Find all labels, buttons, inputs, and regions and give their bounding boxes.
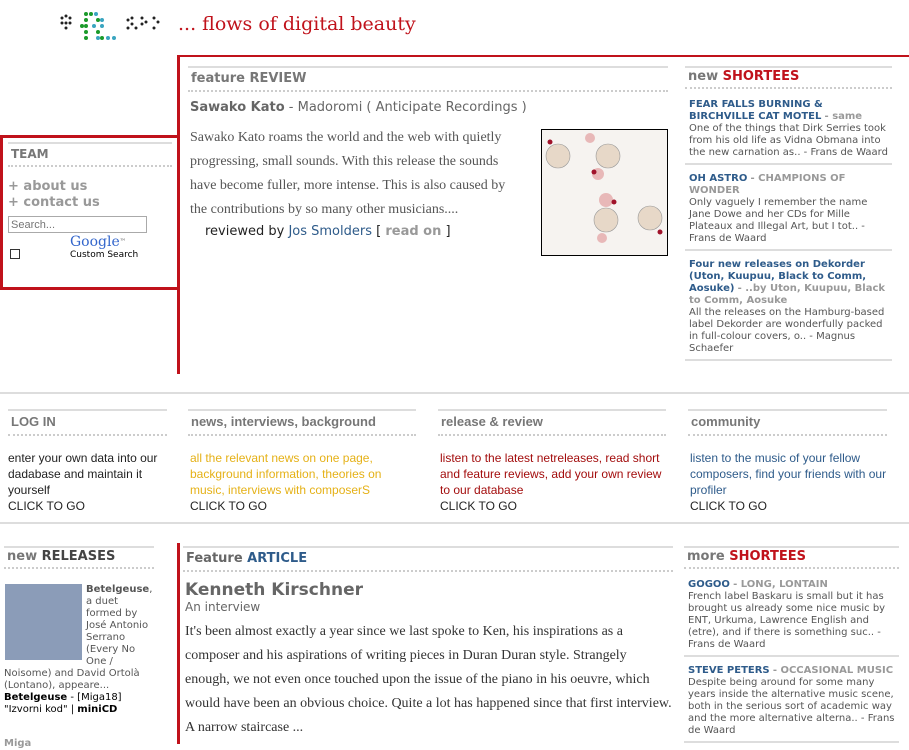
red-frame-top [178, 55, 909, 57]
box-community[interactable]: community listen to the music of your fe… [688, 409, 887, 514]
new-shortees-header: new SHORTEES [685, 66, 892, 89]
team-title: TEAM [8, 142, 172, 167]
search-input[interactable] [8, 216, 147, 233]
options-checkbox[interactable] [10, 249, 20, 259]
divider [0, 522, 909, 524]
feature-review: feature REVIEW Sawako Kato - Madoromi ( … [188, 66, 668, 256]
shortee-item[interactable]: STEVE PETERS - OCCASIONAL MUSIC Despite b… [684, 657, 899, 743]
release-label[interactable]: Miga [4, 738, 32, 749]
review-title[interactable]: Sawako Kato - Madoromi ( Anticipate Reco… [190, 100, 527, 115]
box-title: community [688, 409, 887, 436]
contact-us-link[interactable]: + contact us [8, 195, 100, 210]
team-box: TEAM + about us + contact us Google™ Cus… [0, 135, 180, 290]
box-title: LOG IN [8, 409, 167, 436]
tagline: ... flows of digital beauty [178, 13, 416, 35]
reviewer-link[interactable]: Jos Smolders [288, 224, 372, 239]
reviewed-by: reviewed by Jos Smolders [ read on ] [205, 224, 451, 239]
logo[interactable] [58, 10, 162, 44]
about-us-link[interactable]: + about us [8, 179, 88, 194]
custom-search-label: Custom Search [70, 250, 139, 260]
new-releases-header: new RELEASES [4, 546, 154, 569]
google-logo: Google™ [70, 234, 126, 250]
shortee-item[interactable]: GOGOO - LONG, LONTAIN French label Baskar… [684, 569, 899, 657]
new-releases: new RELEASES Betelgeuse, a duet formed b… [4, 546, 154, 750]
feature-article: Feature ARTICLE Kenneth Kirschner An int… [183, 546, 673, 740]
album-cover[interactable] [541, 129, 668, 256]
new-shortees: new SHORTEES FEAR FALLS BURNING & BIRCHV… [685, 66, 892, 361]
box-release[interactable]: release & review listen to the latest ne… [438, 409, 666, 514]
box-text: listen to the music of your fellow compo… [690, 451, 887, 497]
box-text: enter your own data into our dadabase an… [8, 451, 158, 497]
release-item[interactable]: Betelgeuse, a duet formed by José Antoni… [4, 584, 153, 715]
box-text: listen to the latest netreleases, read s… [440, 451, 662, 497]
feature-review-header: feature REVIEW [188, 66, 668, 92]
more-shortees-header: more SHORTEES [684, 546, 899, 569]
review-body: Sawako Kato roams the world and the web … [190, 130, 506, 217]
click-to-go-link[interactable]: CLICK TO GO [690, 499, 767, 513]
divider [0, 392, 909, 394]
box-title: release & review [438, 409, 666, 436]
feature-article-header: Feature ARTICLE [183, 546, 673, 572]
red-divider-bottom [177, 543, 180, 744]
shortee-item[interactable]: OH ASTRO - CHAMPIONS OF WONDER Only vague… [685, 165, 892, 251]
box-login[interactable]: LOG IN enter your own data into our dada… [8, 409, 167, 514]
box-text: all the relevant news on one page, backg… [190, 451, 382, 497]
article-body: It's been almost exactly a year since we… [185, 624, 672, 735]
box-title: news, interviews, background [188, 409, 416, 436]
article-title[interactable]: Kenneth Kirschner [185, 580, 363, 600]
shortee-item[interactable]: FEAR FALLS BURNING & BIRCHVILLE CAT MOTE… [685, 89, 892, 165]
release-cover[interactable] [5, 584, 82, 660]
click-to-go-link[interactable]: CLICK TO GO [440, 499, 517, 513]
shortee-item[interactable]: Four new releases on Dekorder (Uton, Kuu… [685, 251, 892, 361]
click-to-go-link[interactable]: CLICK TO GO [8, 499, 85, 513]
read-on-link[interactable]: read on [385, 224, 442, 239]
click-to-go-link[interactable]: CLICK TO GO [190, 499, 267, 513]
more-shortees: more SHORTEES GOGOO - LONG, LONTAIN Frenc… [684, 546, 899, 743]
box-news[interactable]: news, interviews, background all the rel… [188, 409, 416, 514]
article-subtitle: An interview [185, 600, 261, 614]
logo-dots-icon [60, 12, 160, 40]
